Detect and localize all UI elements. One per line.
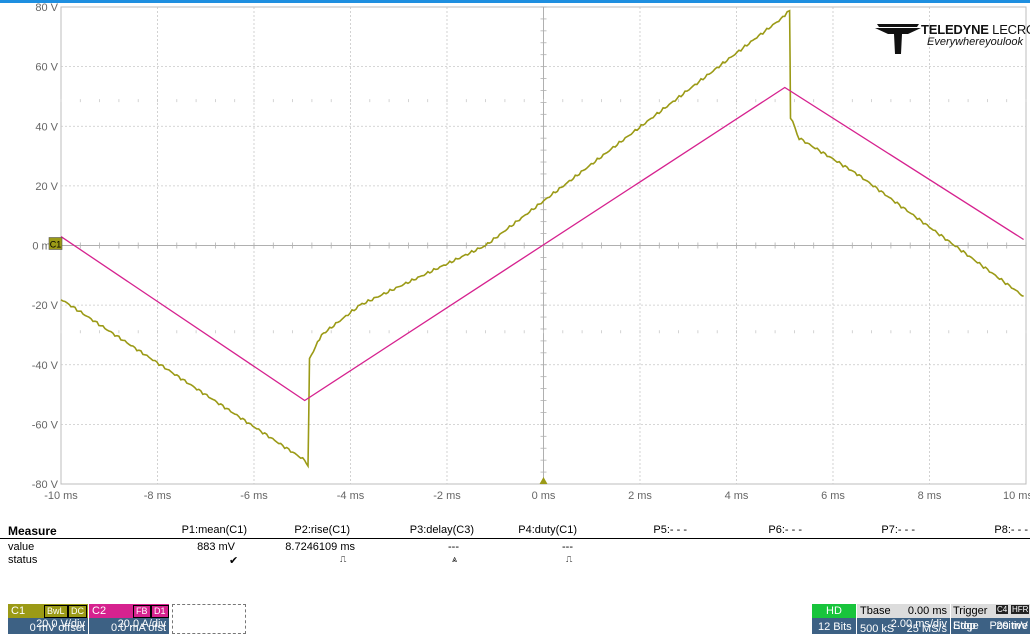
top-accent-bar [0, 0, 1030, 3]
trace-c1 [60, 9, 1024, 469]
x-tick-label: -6 ms [240, 490, 268, 502]
y-tick-label: 60 V [35, 62, 58, 74]
trigger-footer: Edge Positive [951, 620, 1030, 634]
hd-descriptor[interactable]: HD 12 Bits [812, 604, 856, 634]
x-tick-label: 4 ms [725, 490, 749, 502]
bits-value: 12 Bits [818, 621, 852, 633]
channel-c1-tag-dc: DC [68, 605, 87, 618]
time-per-div: 2.00 ms/div [890, 618, 947, 630]
trigger-type: Edge [953, 620, 979, 632]
measure-status-row: status ✔ ⎍ ⩓ ⎍ [0, 554, 1030, 567]
channel-c2-descriptor[interactable]: C2 FB D1 20.0 A/div 0.0 mA ofst [89, 604, 169, 634]
timebase-descriptor[interactable]: Tbase 0.00 ms 2.00 ms/div 500 kS 25 MS/s [857, 604, 950, 635]
channel-c2-header: C2 FB D1 [89, 604, 169, 618]
teledyne-lecroy-logo: TELEDYNE LECROY Everywhereyoulook [875, 22, 1030, 56]
channel-c1-descriptor[interactable]: C1 BwL DC 20.0 V/div 0 mV offset [8, 604, 88, 634]
trigger-source-tag: C4 [996, 605, 1009, 614]
x-tick-label: -2 ms [433, 490, 461, 502]
trigger-header [951, 604, 1030, 618]
y-tick-label: 40 V [35, 121, 58, 133]
param-name-p2[interactable]: P2:rise(C1) [294, 524, 350, 536]
channel-c1-header: C1 BwL DC [8, 604, 88, 618]
timebase-delay: 0.00 ms [907, 605, 947, 617]
x-tick-label: 0 ms [532, 490, 556, 502]
channel-c1-tag-bwl: BwL [44, 605, 68, 618]
param-value-p1: 883 mV [197, 541, 235, 553]
x-tick-label: 6 ms [821, 490, 845, 502]
y-tick-label: -80 V [32, 479, 59, 491]
c1-ground-marker[interactable]: C1 [48, 237, 63, 250]
trace-c2 [60, 86, 1024, 402]
param-name-p1[interactable]: P1:mean(C1) [181, 524, 247, 536]
status-icon-p4: ⎍ [566, 554, 573, 564]
channel-c1-scale: 20.0 V/div [36, 618, 85, 630]
teledyne-logo-icon [875, 24, 921, 54]
timebase-header [857, 604, 950, 618]
trigger-descriptor[interactable]: Trigger C4 HFR Stop 20 mV [951, 604, 1030, 634]
channel-c1-label: C1 [11, 605, 26, 617]
y-tick-label: -60 V [32, 419, 59, 431]
param-value-p3: --- [448, 541, 459, 553]
trigger-level: 20 mV [996, 620, 1028, 632]
measure-header-row: Measure P1:mean(C1) P2:rise(C1) P3:delay… [0, 524, 1030, 538]
hd-badge: HD [812, 604, 856, 618]
param-value-p2: 8.7246109 ms [285, 541, 355, 553]
trigger-slope: Positive [989, 620, 1028, 632]
channel-c2-tag-fb: FB [133, 605, 151, 618]
channel-c2-label: C2 [92, 605, 107, 617]
channel-c2-scale: 20.0 A/div [117, 618, 166, 630]
channel-c2-offset: 0.0 mA ofst [110, 622, 166, 634]
channel-c2-tag-d1: D1 [151, 605, 169, 618]
measure-title: Measure [8, 524, 57, 538]
x-tick-label: 2 ms [628, 490, 652, 502]
y-tick-label: -40 V [32, 360, 59, 372]
sample-rate: 25 MS/s [906, 623, 947, 635]
x-tick-label: -8 ms [144, 490, 172, 502]
status-row-label: status [8, 554, 38, 566]
y-tick-label: -20 V [32, 300, 59, 312]
param-name-p4[interactable]: P4:duty(C1) [518, 524, 577, 536]
x-tick-label: -4 ms [337, 490, 365, 502]
param-name-p3[interactable]: P3:delay(C3) [409, 524, 474, 536]
measure-table: Measure P1:mean(C1) P2:rise(C1) P3:delay… [0, 521, 1030, 603]
param-name-p7[interactable]: P7:- - - [881, 524, 915, 536]
waveform-display[interactable]: 80 V60 V40 V20 V0 mV-20 V-40 V-60 V-80 V… [0, 0, 1030, 521]
empty-channel-slot[interactable] [172, 604, 246, 634]
measure-divider [0, 538, 1030, 539]
y-tick-label: 20 V [35, 181, 58, 193]
param-value-p4: --- [562, 541, 573, 553]
c1-marker-label: C1 [50, 240, 62, 250]
value-row-label: value [8, 541, 35, 553]
measure-value-row: value 883 mV 8.7246109 ms --- --- [0, 541, 1030, 554]
channel-c1-offset: 0 mV offset [29, 622, 85, 634]
param-name-p6[interactable]: P6:- - - [768, 524, 802, 536]
brand-tagline: Everywhereyoulook [927, 36, 1023, 48]
x-tick-label: 10 ms [1003, 490, 1030, 502]
trigger-position-icon [539, 477, 548, 484]
trigger-hfr-tag: HFR [1011, 605, 1030, 614]
status-icon-p2: ⎍ [340, 554, 347, 564]
trigger-mode: Stop [953, 620, 976, 632]
x-tick-label: 8 ms [918, 490, 942, 502]
param-name-p8[interactable]: P8:- - - [994, 524, 1028, 536]
brand-name: TELEDYNE LECROY [921, 22, 1030, 37]
status-icon-p1: ✔ [229, 555, 239, 567]
y-tick-label: 80 V [35, 2, 58, 14]
status-icon-p3: ⩓ [452, 554, 458, 564]
sample-count: 500 kS [860, 623, 895, 635]
trigger-label: Trigger [953, 605, 988, 617]
x-tick-label: -10 ms [44, 490, 78, 502]
timebase-label: Tbase [860, 605, 891, 617]
param-name-p5[interactable]: P5:- - - [653, 524, 687, 536]
channel-c1-body: 20.0 V/div [8, 618, 88, 634]
